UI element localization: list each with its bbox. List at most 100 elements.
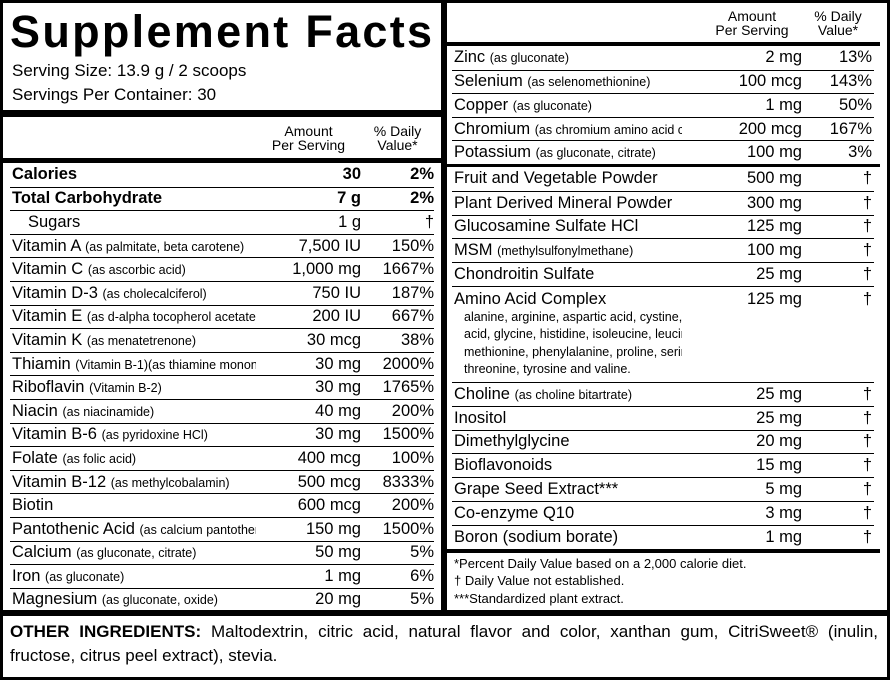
- nutrient-name-cell: Dimethylglycine: [452, 432, 682, 451]
- nutrient-name: Riboflavin: [12, 378, 85, 397]
- daily-value: †: [862, 503, 872, 522]
- nutrient-source: (as d-alpha tocopherol acetate): [86, 310, 256, 325]
- header-line: Amount: [727, 8, 777, 24]
- nutrient-name-cell: Calcium (as gluconate, citrate): [10, 543, 256, 562]
- nutrient-name: Pantothenic Acid: [12, 519, 135, 538]
- nutrient-name: Vitamin E: [12, 307, 83, 326]
- nutrient-name: Bioflavonoids: [454, 456, 553, 475]
- nutrient-name: Plant Derived Mineral Powder: [454, 193, 673, 212]
- nutrient-row: Vitamin E (as d-alpha tocopherol acetate…: [10, 304, 434, 329]
- amount: 600 mcg: [297, 496, 361, 515]
- amount: 30 mcg: [306, 330, 361, 349]
- nutrient-row: Bioflavonoids 15 mg †: [452, 453, 874, 477]
- amount: 7,500 IU: [298, 236, 361, 255]
- title: Supplement Facts: [10, 6, 435, 57]
- nutrient-source: (as methylcobalamin): [110, 475, 230, 490]
- nutrient-name: Co-enzyme Q10: [454, 503, 575, 522]
- nutrient-name: Inositol: [454, 408, 507, 427]
- amount: 125 mg: [746, 217, 802, 236]
- daily-value: 1500%: [382, 425, 434, 444]
- nutrient-row: Zinc (as gluconate) 2 mg 13%: [452, 46, 874, 70]
- nutrient-name-cell: Pantothenic Acid (as calcium pantothenat…: [10, 520, 256, 539]
- nutrient-name: Dimethylglycine: [454, 432, 570, 451]
- nutrient-name: Copper: [454, 95, 509, 114]
- nutrient-name-cell: Copper (as gluconate): [452, 96, 682, 115]
- nutrient-source: (as folic acid): [62, 451, 137, 466]
- daily-value: †: [862, 241, 872, 260]
- daily-value: 2000%: [382, 354, 434, 373]
- nutrient-name-cell: Vitamin K (as menatetrenone): [10, 331, 256, 350]
- nutrient-row: Calcium (as gluconate, citrate) 50 mg 5%: [10, 540, 434, 565]
- nutrient-row: Calories 30 2%: [10, 163, 434, 187]
- daily-value: 100%: [391, 448, 434, 467]
- nutrient-name: Chondroitin Sulfate: [454, 265, 595, 284]
- nutrient-row: Thiamin (Vitamin B-1)(as thiamine mononi…: [10, 351, 434, 376]
- nutrient-name: Chromium: [454, 119, 531, 138]
- nutrient-name: Glucosamine Sulfate HCl: [454, 217, 639, 236]
- amount: 400 mcg: [297, 448, 361, 467]
- nutrient-name: Vitamin D-3: [12, 283, 98, 302]
- nutrient-row: Selenium (as selenomethionine) 100 mcg 143…: [452, 69, 874, 94]
- nutrient-row: Biotin 600 mcg 200%: [10, 493, 434, 517]
- amount: 750 IU: [312, 283, 361, 302]
- nutrient-name-cell: Folate (as folic acid): [10, 449, 256, 468]
- nutrient-source: (as gluconate, citrate): [535, 146, 656, 161]
- nutrient-name-cell: MSM (methylsulfonylmethane): [452, 241, 682, 260]
- nutrient-name-cell: Chondroitin Sulfate: [452, 265, 682, 284]
- nutrient-name-cell: Riboflavin (Vitamin B-2): [10, 378, 256, 397]
- amount: 20 mg: [315, 590, 361, 609]
- daily-value: †: [862, 456, 872, 475]
- divider: [447, 549, 880, 553]
- nutrient-name-cell: Biotin: [10, 496, 256, 515]
- nutrient-row: Vitamin B-6 (as pyridoxine HCl) 30 mg 1500…: [10, 422, 434, 447]
- amount: 1 g: [338, 212, 361, 231]
- daily-value: †: [424, 212, 434, 231]
- daily-value: †: [862, 169, 872, 188]
- nutrient-name-cell: Amino Acid Complex alanine, arginine, asp…: [452, 290, 682, 379]
- amount-header: Amount Per Serving: [682, 9, 802, 37]
- other-ingredients-text: Maltodextrin, citric acid, natural flavo…: [10, 622, 878, 665]
- daily-value: 8333%: [382, 472, 434, 491]
- daily-value: 1667%: [382, 260, 434, 279]
- nutrient-row: Glucosamine Sulfate HCl 125 mg †: [452, 214, 874, 239]
- nutrient-name-cell: Total Carbohydrate: [10, 189, 256, 208]
- header-line: % Daily: [814, 8, 862, 24]
- nutrient-name-cell: Niacin (as niacinamide): [10, 402, 256, 421]
- nutrient-name-cell: Sugars: [10, 213, 256, 232]
- nutrient-name-cell: Vitamin E (as d-alpha tocopherol acetate…: [10, 307, 256, 326]
- amount: 1 mg: [765, 95, 802, 114]
- nutrient-details: alanine, arginine, aspartic acid, cystin…: [464, 309, 682, 377]
- nutrient-name: Iron: [12, 566, 41, 585]
- nutrient-name-cell: Zinc (as gluconate): [452, 48, 682, 67]
- daily-value: 200%: [391, 496, 434, 515]
- nutrient-row: Dimethylglycine 20 mg †: [452, 429, 874, 454]
- amount: 200 mcg: [738, 119, 802, 138]
- nutrient-source: (as selenomethionine): [527, 75, 651, 90]
- nutrient-name: Vitamin B-6: [12, 425, 97, 444]
- nutrient-source: (as choline bitartrate): [514, 387, 632, 402]
- daily-value: 1500%: [382, 519, 434, 538]
- amount: 100 mg: [746, 143, 802, 162]
- nutrient-source: (as pyridoxine HCl): [101, 428, 208, 443]
- daily-value: †: [862, 289, 872, 308]
- nutrient-row: Inositol 25 mg †: [452, 405, 874, 430]
- daily-value: 50%: [838, 95, 872, 114]
- column-header: Amount Per Serving % Daily Value*: [452, 9, 874, 37]
- nutrient-name-cell: Plant Derived Mineral Powder: [452, 194, 682, 213]
- nutrient-row: Magnesium (as gluconate, oxide) 20 mg 5%: [10, 587, 434, 612]
- nutrient-name: Zinc: [454, 48, 486, 67]
- amount: 1,000 mg: [292, 260, 361, 279]
- daily-value: 2%: [410, 189, 434, 208]
- nutrient-row: MSM (methylsulfonylmethane) 100 mg †: [452, 238, 874, 262]
- daily-value: 187%: [391, 283, 434, 302]
- amount: 2 mg: [765, 48, 802, 67]
- mineral-list: Zinc (as gluconate) 2 mg 13% Selenium (as s…: [452, 46, 874, 164]
- header-line: Value*: [377, 137, 418, 153]
- amount: 30: [342, 165, 361, 184]
- nutrient-name-cell: Co-enzyme Q10: [452, 504, 682, 523]
- nutrient-row: Chondroitin Sulfate 25 mg †: [452, 262, 874, 286]
- nutrient-name-cell: Vitamin D-3 (as cholecalciferol): [10, 284, 256, 303]
- nutrient-row: Grape Seed Extract*** 5 mg †: [452, 477, 874, 501]
- amount: 40 mg: [315, 401, 361, 420]
